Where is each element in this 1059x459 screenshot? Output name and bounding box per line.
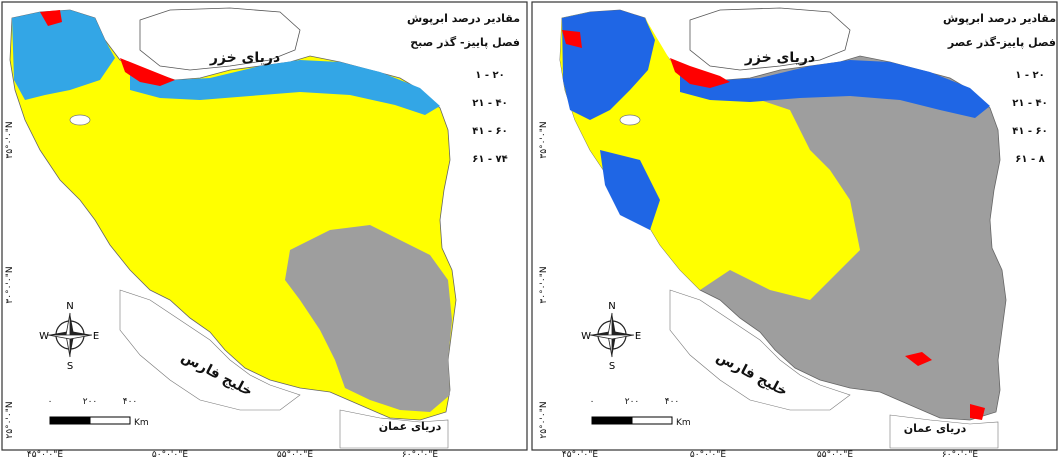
legend-item-3: ۴۱ - ۶۰ [1012,126,1048,137]
class-mid-high-patch [600,150,660,230]
map-afternoon-svg: دریای خزر خلیج فارس دریای عمان مقادیر در… [531,1,1058,459]
compass-n: N [66,301,73,312]
persian-gulf [669,289,851,411]
class-high-region [120,58,175,86]
lon-label-45: ۴۵°۰'۰"E [27,450,63,459]
class-mid-high-region [12,10,115,100]
caspian-sea [139,7,301,71]
class-high-south [905,352,932,366]
class-high-corner [40,10,62,26]
map-panel-afternoon: دریای خزر خلیج فارس دریای عمان مقادیر در… [530,0,1059,459]
lake-urmia [69,114,91,126]
legend-title: مقادیر درصد ابرپوش [407,12,520,25]
scale-label-0: ۰ [590,397,595,407]
lon-label-60: ۶۰°۰'۰"E [402,450,438,459]
legend-item-3: ۴۱ - ۶۰ [472,126,508,137]
lat-label-35: ۳۵°۰'۰"N [5,121,15,158]
compass-e: E [635,331,641,342]
oman-label: دریای عمان [379,420,442,433]
class-high-corner [562,30,582,48]
map-panel-morning: دریای خزر خلیج فارس دریای عمان مقادیر در… [0,0,529,459]
scale-unit: Km [134,418,149,428]
gulf-of-oman [889,414,999,449]
lon-label-55: ۵۵°۰'۰"E [817,450,853,459]
lat-label-25: ۲۵°۰'۰"N [539,401,549,438]
scale-label-400: ۴۰۰ [665,397,680,407]
compass-w: W [39,331,49,342]
class-mid-high-band [680,60,990,118]
lat-label-30: ۳۰°۰'۰"N [539,266,549,303]
north-arrow-icon: N S E W [581,301,641,372]
scale-unit: Km [676,418,691,428]
map-morning-svg: دریای خزر خلیج فارس دریای عمان مقادیر در… [1,1,528,459]
class-high-region [670,58,730,88]
class-low-region [285,225,452,412]
lake-urmia [619,114,641,126]
legend-item-1: ۱ - ۲۰ [1015,70,1044,81]
lon-label-50: ۵۰°۰'۰"E [690,450,726,459]
lat-label-35: ۳۵°۰'۰"N [539,121,549,158]
legend-title: مقادیر درصد ابرپوش [943,12,1056,25]
north-arrow-icon: N S E W [39,301,99,372]
legend-item-1: ۱ - ۲۰ [475,70,504,81]
legend: مقادیر درصد ابرپوش فصل پاییز-گذر عصر ۱ -… [943,12,1056,165]
scale-bar: ۰ ۲۰۰ ۴۰۰ Km [590,397,691,428]
scale-label-200: ۲۰۰ [625,397,640,407]
scale-label-400: ۴۰۰ [123,397,138,407]
lon-label-50: ۵۰°۰'۰"E [152,450,188,459]
class-mid-high-region [562,10,655,120]
caspian-label: دریای خزر [209,50,280,66]
lat-label-30: ۳۰°۰'۰"N [5,266,15,303]
compass-s: S [67,361,73,372]
compass-w: W [581,331,591,342]
legend-item-2: ۲۱ - ۴۰ [1012,98,1048,109]
legend-item-4: ۶۱ - ۷۴ [472,154,508,165]
persian-gulf [119,289,301,411]
legend-subtitle: فصل پاییز-گذر عصر [947,36,1056,49]
gulf-of-oman [339,409,449,449]
compass-s: S [609,361,615,372]
compass-n: N [608,301,615,312]
scale-label-200: ۲۰۰ [83,397,98,407]
class-mid-high-band [130,60,440,115]
lon-label-55: ۵۵°۰'۰"E [277,450,313,459]
legend-subtitle: فصل پاییز- گذر صبح [410,36,520,49]
class-high-southeast [970,404,985,420]
scale-label-0: ۰ [48,397,53,407]
compass-e: E [93,331,99,342]
oman-label: دریای عمان [904,422,967,435]
lon-label-60: ۶۰°۰'۰"E [942,450,978,459]
caspian-label: دریای خزر [744,50,815,66]
legend: مقادیر درصد ابرپوش فصل پاییز- گذر صبح ۱ … [407,12,520,165]
scale-bar: ۰ ۲۰۰ ۴۰۰ Km [48,397,149,428]
lon-label-45: ۴۵°۰'۰"E [562,450,598,459]
legend-item-4: ۶۱ - ۸ [1015,154,1044,165]
lat-label-25: ۲۵°۰'۰"N [5,401,15,438]
caspian-sea [689,7,851,71]
legend-item-2: ۲۱ - ۴۰ [472,98,508,109]
